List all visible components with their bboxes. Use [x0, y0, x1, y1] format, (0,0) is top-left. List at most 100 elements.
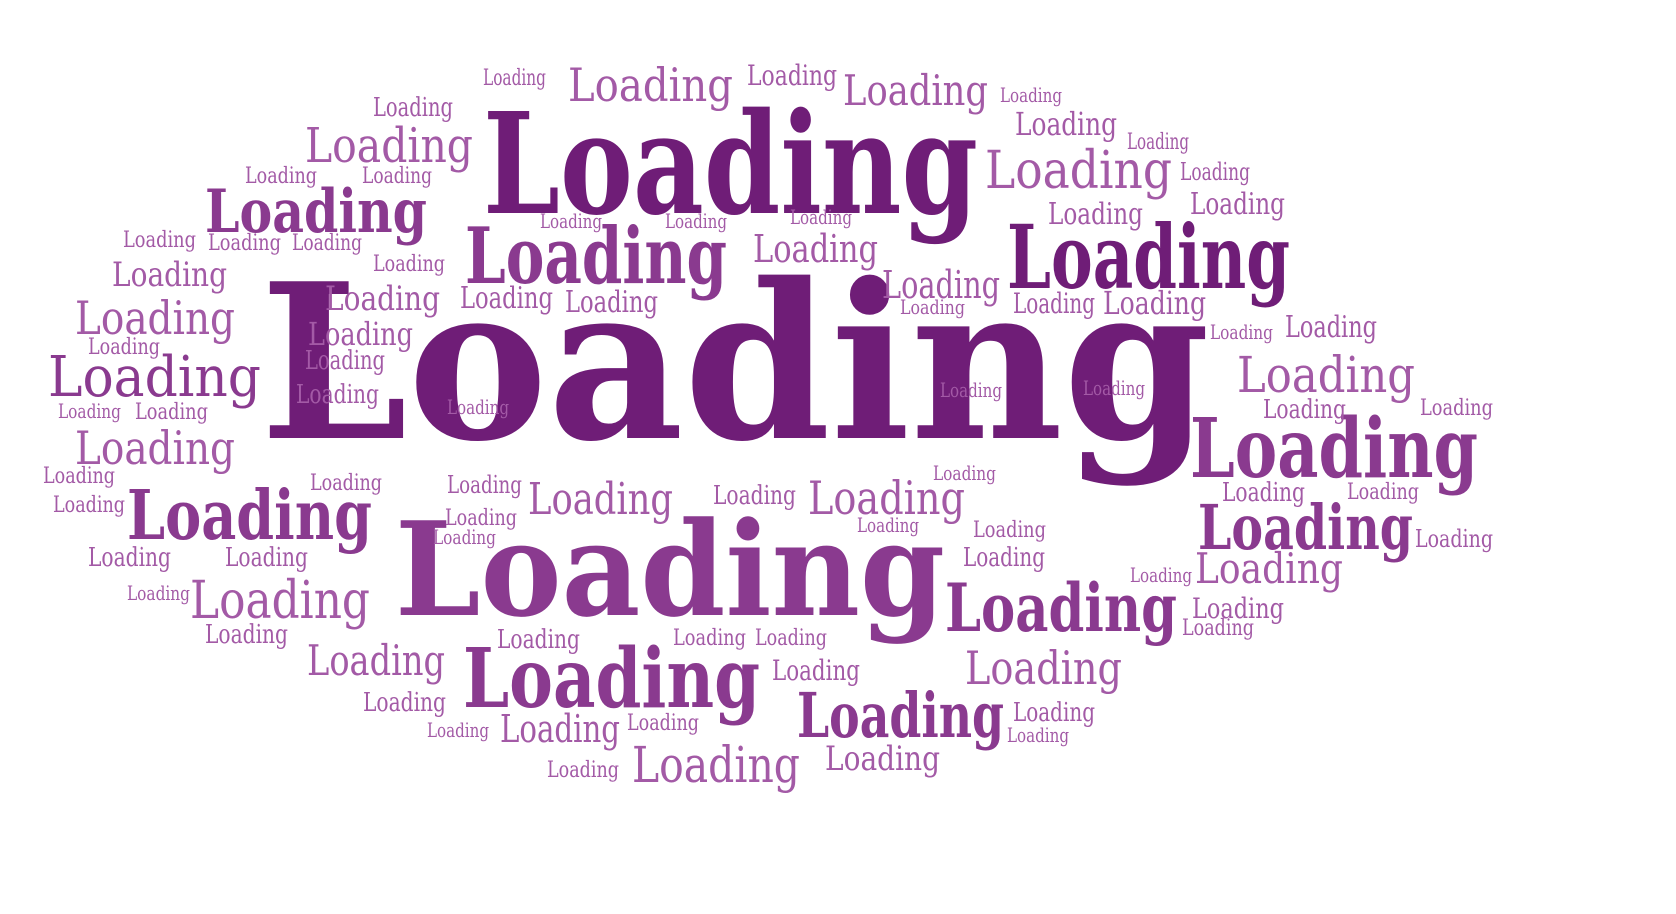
- loading-word: Loading: [747, 59, 837, 92]
- loading-word: Loading: [627, 711, 699, 736]
- loading-word: Loading: [843, 66, 988, 115]
- loading-word: Loading: [427, 718, 489, 742]
- loading-word: Loading: [753, 227, 878, 271]
- loading-word: Loading: [373, 252, 445, 277]
- loading-word: Loading: [135, 400, 208, 425]
- loading-word: Loading: [1180, 158, 1250, 186]
- loading-word: Loading: [1210, 320, 1273, 344]
- loading-word: Loading: [373, 93, 453, 123]
- loading-word: Loading: [940, 378, 1002, 402]
- loading-word: Loading: [362, 164, 432, 189]
- loading-word: Loading: [190, 571, 370, 631]
- loading-word: Loading: [127, 581, 190, 605]
- loading-word: Loading: [292, 231, 362, 256]
- loading-word: Loading: [1000, 83, 1062, 107]
- loading-word: Loading: [307, 636, 445, 685]
- loading-word: Loading: [205, 620, 288, 650]
- loading-word: Loading: [88, 335, 160, 360]
- loading-word: Loading: [1285, 310, 1377, 345]
- loading-word: Loading: [58, 399, 121, 423]
- loading-word: Loading: [547, 758, 619, 783]
- loading-word: Loading: [882, 263, 1000, 307]
- loading-word: Loading: [1015, 105, 1117, 143]
- loading-word: Loading: [465, 211, 727, 302]
- loading-word: Loading: [1013, 698, 1095, 728]
- loading-word: Loading: [48, 345, 261, 410]
- loading-word: Loading: [88, 543, 171, 573]
- loading-word: Loading: [463, 631, 760, 727]
- loading-word: Loading: [208, 231, 281, 256]
- loading-word: Loading: [772, 654, 860, 687]
- loading-word: Loading: [632, 736, 800, 794]
- loading-word: Loading: [755, 626, 827, 651]
- loading-word: Loading: [665, 209, 727, 233]
- loading-word: Loading: [433, 525, 496, 549]
- loading-word: Loading: [857, 513, 919, 537]
- loading-word: Loading: [305, 118, 473, 174]
- loading-word: Loading: [500, 707, 620, 751]
- loading-word: Loading: [1130, 563, 1192, 587]
- loading-word: Loading: [528, 474, 673, 525]
- loading-word: Loading: [445, 506, 517, 531]
- loading-word: Loading: [325, 279, 440, 319]
- loading-word: Loading: [1007, 205, 1290, 309]
- loading-word: Loading: [483, 83, 978, 247]
- loading-word: Loading: [565, 285, 658, 320]
- loading-word: Loading: [673, 626, 746, 651]
- loading-word: Loading: [825, 739, 940, 779]
- loading-word: Loading: [1048, 197, 1143, 232]
- loading-word: Loading: [483, 66, 546, 91]
- loading-word: Loading: [43, 464, 115, 489]
- loading-word: Loading: [363, 688, 446, 718]
- loading-word: Loading: [205, 177, 427, 247]
- loading-word: Loading: [447, 471, 522, 499]
- loading-word: Loading: [305, 346, 385, 376]
- loading-word: Loading: [310, 471, 382, 496]
- loading-word: Loading: [568, 58, 733, 112]
- loading-word: Loading: [1195, 544, 1343, 593]
- loading-word: Loading: [1013, 287, 1095, 320]
- loading-word: Loading: [75, 291, 235, 345]
- loading-word: Loading: [260, 236, 1210, 489]
- loading-word: Loading: [1083, 376, 1145, 400]
- loading-word: Loading: [973, 518, 1046, 543]
- loading-word: Loading: [395, 493, 945, 646]
- loading-word: Loading: [1190, 187, 1285, 222]
- loading-word: Loading: [1198, 491, 1413, 564]
- loading-word: Loading: [112, 255, 227, 295]
- loading-word: Loading: [1007, 723, 1069, 747]
- loading-word: Loading: [808, 471, 965, 525]
- loading-word: Loading: [75, 421, 235, 475]
- loading-word: Loading: [460, 281, 553, 316]
- loading-word: Loading: [1190, 401, 1478, 497]
- loading-word: Loading: [1415, 525, 1493, 553]
- loading-word: Loading: [1127, 130, 1189, 155]
- loading-word: Loading: [497, 625, 580, 655]
- loading-word: Loading: [1347, 480, 1419, 505]
- loading-word: Loading: [1222, 478, 1305, 508]
- loading-word: Loading: [1192, 592, 1284, 625]
- loading-word: Loading: [1182, 616, 1254, 641]
- loading-word: Loading: [790, 205, 852, 229]
- loading-word: Loading: [296, 380, 379, 410]
- loading-word: Loading: [53, 493, 125, 518]
- loading-word: Loading: [1237, 346, 1415, 404]
- loading-word: Loading: [308, 315, 413, 353]
- loading-word: Loading: [540, 209, 602, 233]
- loading-word: Loading: [933, 461, 996, 485]
- loading-word: Loading: [1263, 395, 1346, 425]
- loading-word: Loading: [123, 228, 196, 253]
- loading-word: Loading: [963, 543, 1045, 573]
- loading-word: Loading: [447, 395, 509, 419]
- loading-word: Loading: [965, 641, 1122, 695]
- loading-word: Loading: [245, 164, 317, 189]
- loading-word: Loading: [985, 141, 1172, 201]
- loading-word: Loading: [225, 543, 308, 573]
- loading-word: Loading: [713, 481, 796, 511]
- loading-word: Loading: [900, 295, 965, 319]
- loading-word: Loading: [1420, 396, 1493, 421]
- loading-word: Loading: [127, 476, 372, 556]
- loading-word: Loading: [1103, 284, 1206, 322]
- loading-word: Loading: [945, 569, 1177, 647]
